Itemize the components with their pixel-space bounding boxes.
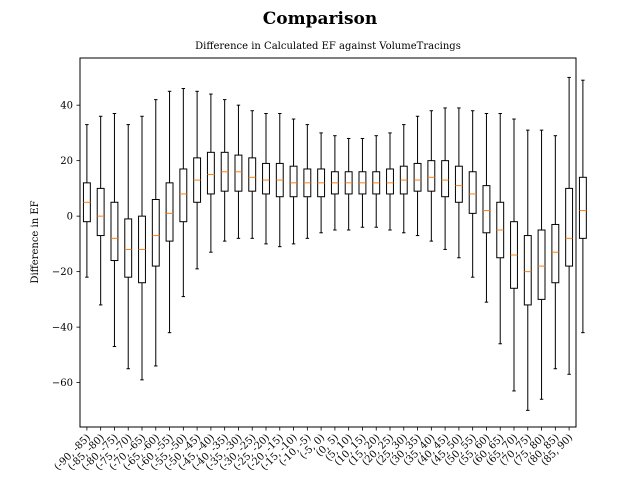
chart-title: Difference in Calculated EF against Volu… xyxy=(195,41,461,52)
box-iqr xyxy=(523,235,532,306)
box-iqr xyxy=(289,165,298,198)
y-tick-label: 20 xyxy=(60,156,73,167)
y-tick-label: −60 xyxy=(52,378,73,389)
box-iqr xyxy=(454,165,463,203)
figure-suptitle: Comparison xyxy=(263,9,377,29)
box-iqr xyxy=(441,160,450,198)
box-iqr xyxy=(165,182,174,242)
box-iqr xyxy=(578,176,587,239)
box-iqr xyxy=(427,160,436,192)
box-iqr xyxy=(262,162,270,195)
box-iqr xyxy=(124,218,133,278)
box-iqr xyxy=(151,198,160,267)
box-iqr xyxy=(482,185,491,234)
box-iqr xyxy=(386,168,394,195)
box-iqr xyxy=(551,223,560,284)
box-iqr xyxy=(413,162,422,192)
y-tick-label: 40 xyxy=(60,101,73,112)
box-iqr xyxy=(96,187,105,237)
box-iqr xyxy=(110,201,119,262)
box-iqr xyxy=(468,171,477,214)
box-iqr xyxy=(248,157,257,192)
y-tick-label: 0 xyxy=(67,212,73,223)
box-iqr xyxy=(234,154,243,192)
box-iqr xyxy=(179,168,188,223)
box-iqr xyxy=(565,187,574,267)
y-tick-label: −40 xyxy=(52,323,73,334)
y-tick-label: −20 xyxy=(52,267,73,278)
box-iqr xyxy=(537,229,546,300)
y-axis-label: Difference in EF xyxy=(30,200,41,283)
box-iqr xyxy=(206,151,215,195)
axes-frame xyxy=(79,57,577,428)
